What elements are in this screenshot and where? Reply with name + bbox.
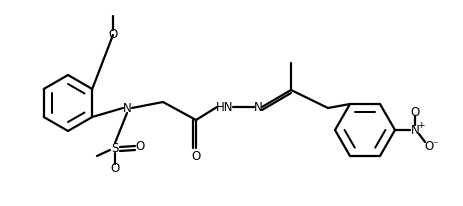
- Text: N: N: [411, 124, 419, 137]
- Text: O: O: [410, 105, 419, 118]
- Text: O: O: [110, 163, 119, 176]
- Text: O: O: [108, 27, 118, 41]
- Text: O: O: [135, 140, 144, 153]
- Text: HN: HN: [216, 101, 234, 114]
- Text: N: N: [254, 101, 263, 114]
- Text: ⁻: ⁻: [432, 140, 438, 150]
- Text: S: S: [111, 142, 119, 154]
- Text: O: O: [425, 139, 434, 152]
- Text: N: N: [123, 102, 131, 115]
- Text: +: +: [417, 121, 425, 130]
- Text: O: O: [191, 150, 200, 163]
